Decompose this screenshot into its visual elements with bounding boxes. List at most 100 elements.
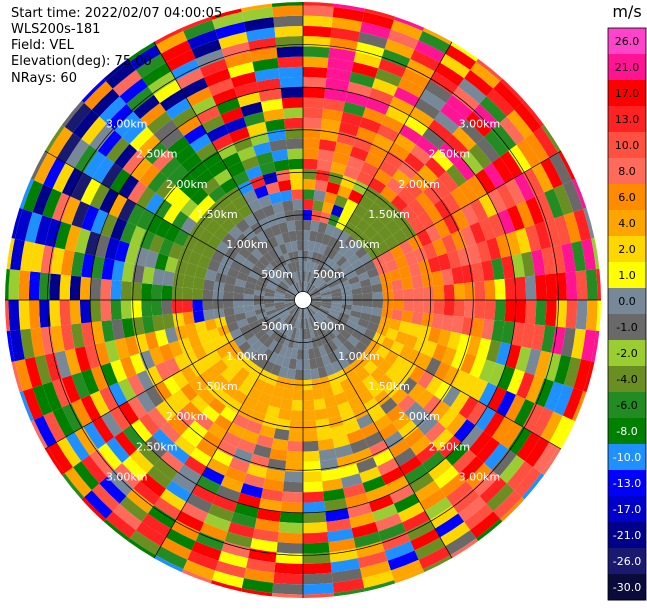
velocity-cell-559 xyxy=(390,340,405,356)
velocity-cell-417 xyxy=(278,221,289,234)
velocity-cell-842 xyxy=(334,141,353,156)
velocity-cell-838 xyxy=(271,149,289,162)
velocity-cell-411 xyxy=(238,246,252,259)
velocity-cell-87 xyxy=(306,317,312,329)
velocity-cell-211 xyxy=(292,338,299,350)
velocity-cell-1109 xyxy=(303,491,325,503)
velocity-cell-1365 xyxy=(59,274,71,300)
velocity-cell-1213 xyxy=(511,253,525,278)
velocity-cell-718 xyxy=(275,169,291,182)
velocity-cell-120 xyxy=(303,260,308,272)
velocity-cell-364 xyxy=(331,226,344,240)
velocity-cell-1703 xyxy=(476,518,503,542)
velocity-cell-202 xyxy=(329,326,340,337)
velocity-cell-26 xyxy=(305,307,311,318)
velocity-cell-1473 xyxy=(195,531,225,552)
velocity-cell-1001 xyxy=(129,353,146,375)
velocity-cell-569 xyxy=(303,399,315,411)
velocity-cell-1642 xyxy=(493,490,522,519)
velocity-cell-1198 xyxy=(258,88,282,102)
velocity-cell-849 xyxy=(425,204,444,225)
velocity-cell-291 xyxy=(254,260,267,271)
velocity-cell-1609 xyxy=(43,157,66,189)
velocity-cell-175 xyxy=(283,264,292,275)
velocity-cell-1458 xyxy=(534,378,555,408)
velocity-cell-487 xyxy=(363,225,378,240)
velocity-cell-1656 xyxy=(105,511,136,539)
velocity-cell-706 xyxy=(172,272,185,288)
velocity-cell-314 xyxy=(362,292,373,300)
velocity-cell-935 xyxy=(201,430,223,449)
velocity-cell-1483 xyxy=(40,326,55,355)
velocity-cell-177 xyxy=(290,261,297,273)
velocity-cell-197 xyxy=(340,308,352,316)
velocity-cell-918 xyxy=(450,349,467,370)
velocity-cell-1434 xyxy=(153,80,182,103)
velocity-cell-483 xyxy=(330,204,344,218)
velocity-cell-852 xyxy=(447,250,462,269)
velocity-cell-1202 xyxy=(347,81,372,98)
velocity-cell-1173 xyxy=(216,485,241,503)
velocity-cell-368 xyxy=(354,246,368,259)
colorbar-tick-6: 6.0 xyxy=(618,191,636,204)
velocity-cell-102 xyxy=(274,303,286,309)
velocity-cell-1135 xyxy=(201,114,225,134)
velocity-cell-1289 xyxy=(303,521,328,534)
velocity-cell-765 xyxy=(161,285,173,300)
velocity-cell-1505 xyxy=(434,62,465,87)
velocity-cell-337 xyxy=(251,339,264,352)
velocity-cell-921 xyxy=(423,395,443,416)
velocity-cell-1338 xyxy=(516,372,535,400)
velocity-cell-212 xyxy=(287,337,295,349)
velocity-cell-241 xyxy=(308,240,316,252)
velocity-cell-163 xyxy=(264,303,275,309)
velocity-cell-744 xyxy=(368,406,387,423)
colorbar-band-18 xyxy=(608,496,646,523)
velocity-cell-70 xyxy=(319,285,330,293)
velocity-cell-1006 xyxy=(121,262,135,283)
velocity-cell-1363 xyxy=(60,324,75,351)
velocity-cell-105 xyxy=(274,296,285,300)
velocity-cell-1327 xyxy=(459,119,484,144)
colorbar-tick-13: -4.0 xyxy=(616,373,637,386)
velocity-cell-336 xyxy=(256,344,268,357)
velocity-cell-284 xyxy=(243,300,254,307)
velocity-cell-1246 xyxy=(81,253,95,278)
instrument-text: WLS200s-181 xyxy=(11,22,101,37)
velocity-cell-30 xyxy=(301,308,303,319)
velocity-cell-905 xyxy=(383,151,405,170)
velocity-cell-151 xyxy=(294,328,300,339)
velocity-cell-367 xyxy=(349,240,363,254)
velocity-cell-687 xyxy=(328,414,344,429)
velocity-cell-266 xyxy=(318,345,328,357)
velocity-cell-1323 xyxy=(375,68,403,87)
velocity-cell-594 xyxy=(237,204,253,219)
velocity-cell-745 xyxy=(356,413,374,430)
velocity-cell-840 xyxy=(303,138,320,150)
velocity-cell-1459 xyxy=(522,403,545,432)
velocity-cell-1479 xyxy=(74,426,98,456)
velocity-cell-398 xyxy=(238,341,252,354)
velocity-cell-598 xyxy=(279,189,293,202)
velocity-cell-309 xyxy=(351,258,364,271)
velocity-cell-568 xyxy=(313,398,327,411)
velocity-cell-1627 xyxy=(493,81,522,110)
velocity-cell-531 xyxy=(221,232,236,247)
velocity-cell-328 xyxy=(309,358,318,370)
velocity-cell-1490 xyxy=(74,144,98,174)
velocity-cell-1193 xyxy=(160,127,184,150)
colorbar-tick-9: 1.0 xyxy=(618,269,636,282)
velocity-cell-1709 xyxy=(303,592,335,598)
colorbar-band-19 xyxy=(608,522,646,549)
velocity-cell-418 xyxy=(286,220,296,232)
velocity-cell-1643 xyxy=(470,511,501,539)
velocity-cell-1334 xyxy=(535,274,547,300)
velocity-cell-1613 xyxy=(112,69,142,97)
velocity-cell-4 xyxy=(306,282,313,293)
velocity-cell-1428 xyxy=(61,196,81,225)
colorbar-band-7 xyxy=(608,210,646,237)
velocity-cell-318 xyxy=(357,318,370,329)
velocity-cell-984 xyxy=(388,439,411,458)
velocity-cell-1301 xyxy=(81,368,100,395)
velocity-cell-1078 xyxy=(262,108,284,122)
